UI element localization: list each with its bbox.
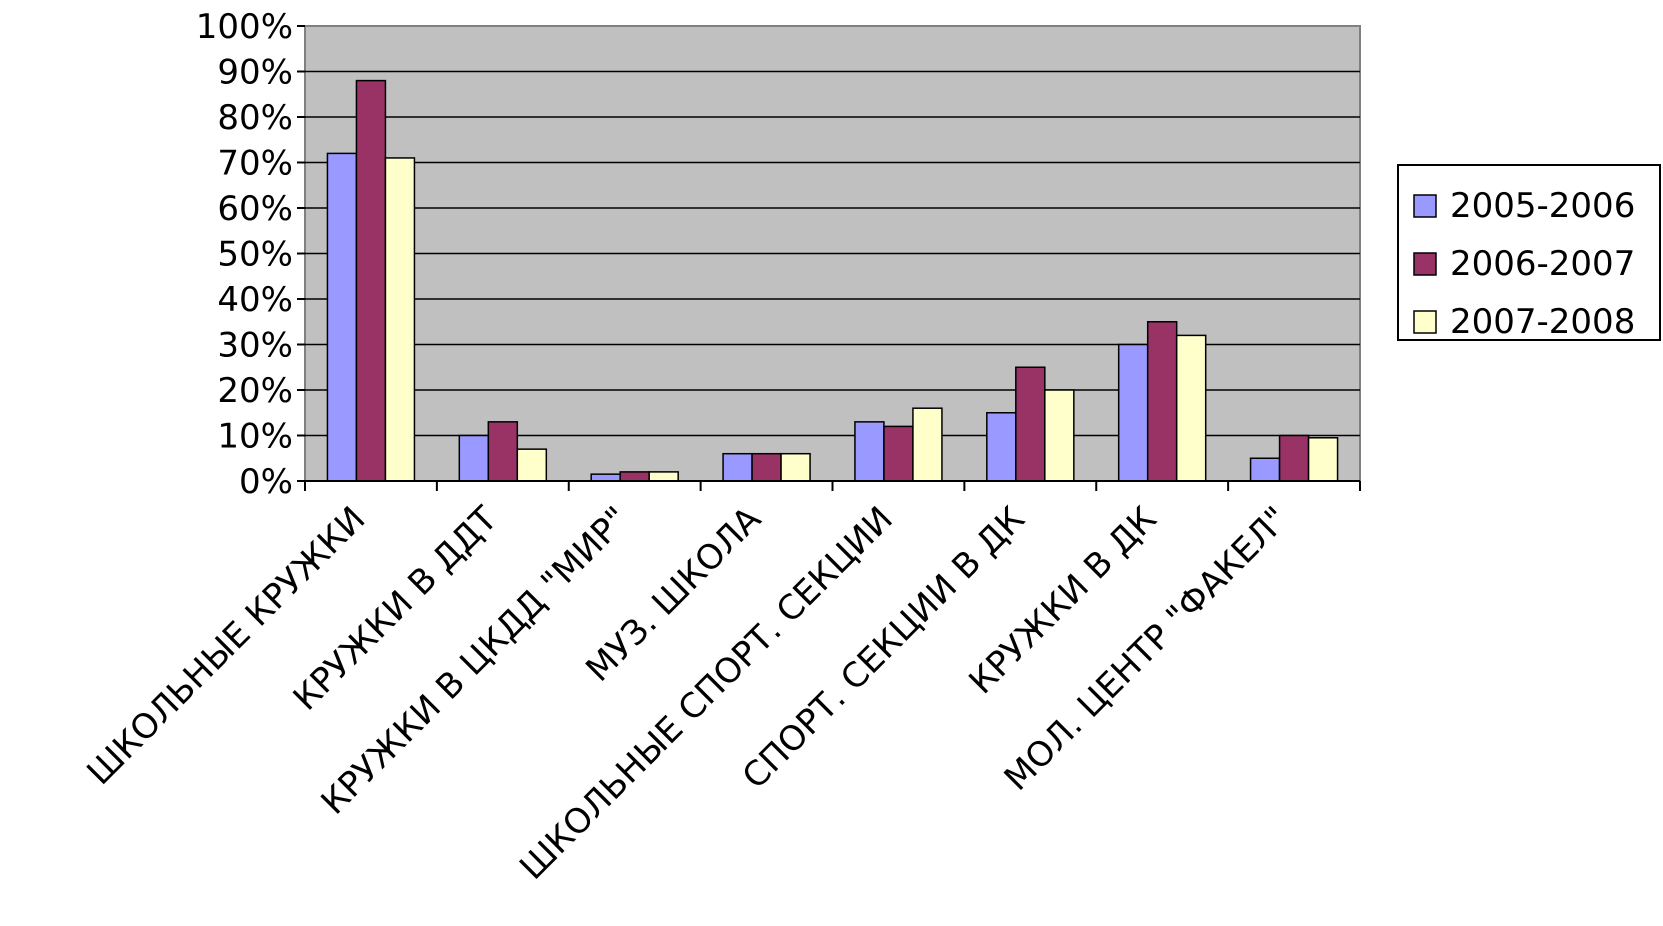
x-axis	[304, 480, 1361, 491]
y-tick-label: 80%	[217, 98, 293, 138]
bar	[1278, 434, 1310, 482]
bar	[590, 473, 621, 482]
bar	[854, 421, 885, 482]
bar	[1249, 457, 1281, 482]
legend-swatch	[1413, 252, 1437, 276]
y-tick-label: 40%	[217, 280, 293, 320]
bar	[1175, 334, 1207, 482]
bar	[326, 152, 358, 482]
legend-box	[1397, 164, 1661, 341]
bar	[516, 448, 548, 482]
bar	[912, 407, 943, 482]
legend-label: 2007-2008	[1450, 302, 1635, 342]
bar	[722, 452, 753, 482]
bar	[1015, 366, 1046, 482]
bar	[648, 471, 679, 482]
legend-swatch	[1413, 310, 1437, 334]
y-tick-label: 100%	[196, 7, 293, 47]
bar	[384, 157, 416, 482]
bar	[355, 79, 387, 482]
y-tick-label: 60%	[217, 189, 293, 229]
bar	[458, 434, 490, 482]
bar	[1044, 389, 1075, 482]
y-tick-label: 90%	[217, 53, 293, 93]
bar	[780, 452, 811, 482]
bar	[619, 471, 650, 482]
y-tick-label: 20%	[217, 371, 293, 411]
legend-swatch	[1413, 194, 1437, 218]
bar	[487, 421, 519, 482]
bar	[1307, 437, 1339, 482]
legend-label: 2006-2007	[1450, 244, 1635, 284]
bars	[326, 79, 1339, 482]
bar	[1117, 343, 1149, 482]
bar	[751, 452, 782, 482]
y-tick-label: 70%	[217, 144, 293, 184]
y-tick-label: 30%	[217, 326, 293, 366]
y-axis-ticks: 0% 10% 20% 30% 40% 50% 60% 70% 80% 90% 100%	[196, 7, 305, 502]
bar	[883, 425, 914, 482]
y-tick-label: 50%	[217, 235, 293, 275]
legend-label: 2005-2006	[1450, 186, 1635, 226]
bar	[986, 412, 1017, 482]
y-tick-label: 10%	[217, 417, 293, 457]
y-tick-label: 0%	[239, 462, 293, 502]
bar	[1146, 321, 1178, 482]
legend: 2005-2006 2006-2007 2007-2008	[1397, 164, 1661, 342]
